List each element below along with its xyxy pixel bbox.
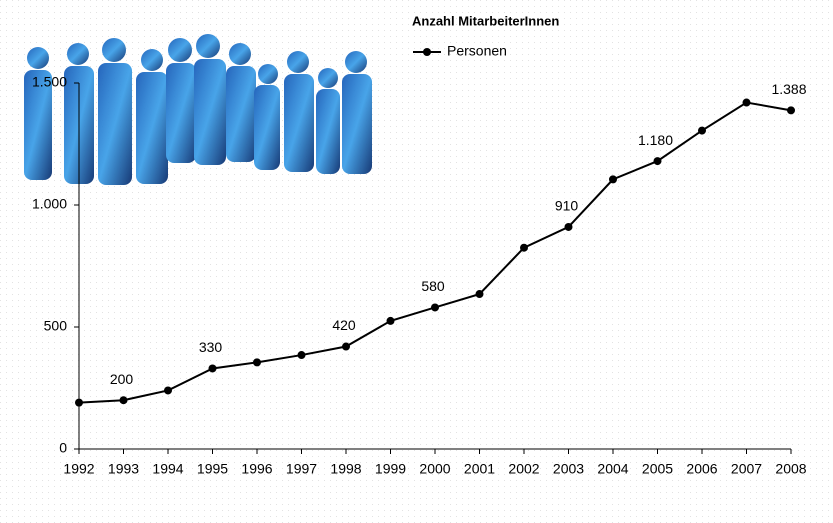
data-point (520, 243, 528, 252)
data-point (742, 98, 751, 107)
data-point (342, 342, 350, 351)
data-point (431, 303, 439, 312)
value-label: 200 (110, 371, 134, 387)
value-label: 420 (332, 317, 356, 333)
x-tick-label: 1992 (63, 461, 94, 477)
data-point (208, 364, 217, 373)
y-tick-label: 1.500 (32, 74, 67, 90)
y-tick-label: 0 (59, 440, 67, 456)
legend-label: Personen (447, 43, 507, 59)
x-tick-label: 1996 (241, 461, 272, 477)
x-tick-label: 1997 (286, 461, 317, 477)
legend-title: Anzahl MitarbeiterInnen (412, 13, 559, 28)
x-tick-label: 2004 (597, 461, 628, 477)
data-point (698, 126, 706, 135)
x-tick-label: 2005 (642, 461, 673, 477)
x-tick-label: 2000 (419, 461, 450, 477)
value-label: 910 (555, 198, 579, 214)
legend-marker (423, 48, 431, 56)
x-tick-label: 1995 (197, 461, 228, 477)
data-point (653, 157, 662, 166)
value-label: 1.180 (638, 132, 673, 148)
people-image (24, 34, 372, 185)
data-point (787, 106, 795, 115)
y-tick-label: 500 (44, 318, 68, 334)
data-point (564, 222, 573, 231)
data-point (475, 290, 484, 299)
x-tick-label: 2002 (508, 461, 539, 477)
y-tick-label: 1.000 (32, 196, 67, 212)
value-label: 330 (199, 339, 223, 355)
x-tick-label: 1999 (375, 461, 406, 477)
data-point (75, 398, 83, 407)
value-label: 580 (421, 278, 445, 294)
value-label: 1.388 (771, 81, 806, 97)
x-tick-label: 2008 (775, 461, 806, 477)
data-point (253, 358, 261, 367)
data-point (297, 351, 306, 360)
data-point (609, 175, 617, 184)
x-tick-label: 1994 (152, 461, 183, 477)
x-tick-label: 2001 (464, 461, 495, 477)
x-tick-label: 1998 (330, 461, 361, 477)
x-tick-label: 2006 (686, 461, 717, 477)
x-tick-label: 2003 (553, 461, 584, 477)
x-tick-label: 1993 (108, 461, 139, 477)
data-point (119, 396, 128, 405)
x-tick-label: 2007 (731, 461, 762, 477)
data-point (164, 386, 172, 395)
data-point (386, 316, 395, 325)
